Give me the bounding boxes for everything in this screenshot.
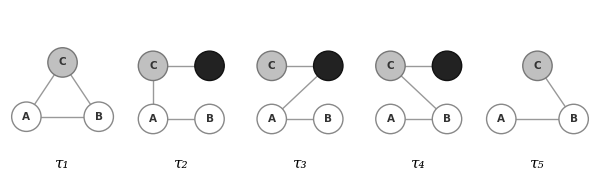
Circle shape <box>432 51 462 81</box>
Text: B: B <box>206 114 214 124</box>
Circle shape <box>11 102 41 131</box>
Circle shape <box>523 51 552 81</box>
Circle shape <box>487 104 516 134</box>
Circle shape <box>139 104 168 134</box>
Circle shape <box>84 102 113 131</box>
Text: τ₅: τ₅ <box>530 156 545 170</box>
Text: τ₂: τ₂ <box>174 156 188 170</box>
Text: A: A <box>268 114 276 124</box>
Text: B: B <box>569 114 578 124</box>
Circle shape <box>314 51 343 81</box>
Circle shape <box>432 104 462 134</box>
Text: τ₁: τ₁ <box>55 156 70 170</box>
Text: B: B <box>95 112 103 122</box>
Text: B: B <box>443 114 451 124</box>
Text: τ₃: τ₃ <box>293 156 307 170</box>
Circle shape <box>195 51 224 81</box>
Circle shape <box>48 48 77 77</box>
Text: τ₄: τ₄ <box>412 156 426 170</box>
Text: A: A <box>22 112 31 122</box>
Text: C: C <box>386 61 394 71</box>
Circle shape <box>139 51 168 81</box>
Text: C: C <box>268 61 275 71</box>
Text: B: B <box>324 114 332 124</box>
Text: C: C <box>59 57 67 68</box>
Text: A: A <box>497 114 505 124</box>
Circle shape <box>257 104 286 134</box>
Text: C: C <box>533 61 541 71</box>
Text: A: A <box>149 114 157 124</box>
Circle shape <box>257 51 286 81</box>
Circle shape <box>314 104 343 134</box>
Circle shape <box>559 104 589 134</box>
Text: A: A <box>386 114 394 124</box>
Circle shape <box>376 51 405 81</box>
Circle shape <box>195 104 224 134</box>
Text: C: C <box>149 61 157 71</box>
Circle shape <box>376 104 405 134</box>
